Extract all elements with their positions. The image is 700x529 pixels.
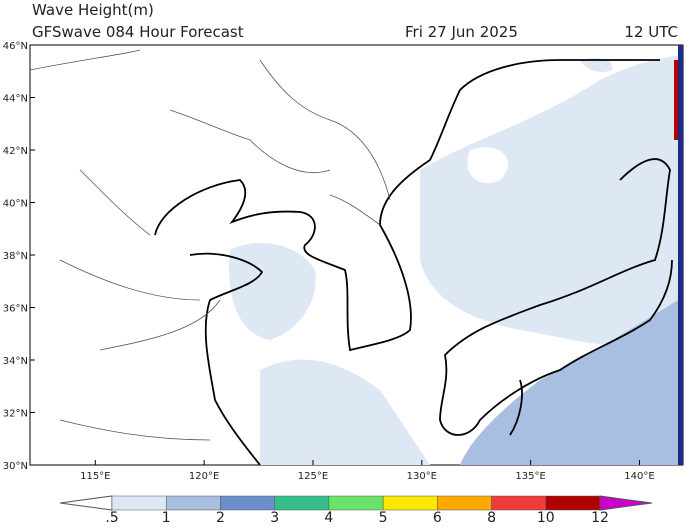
lat-label: 36°N (3, 304, 28, 315)
lon-label: 135°E (515, 471, 545, 482)
lat-label: 42°N (3, 146, 28, 157)
lon-label: 130°E (407, 471, 437, 482)
colorbar-label: 2 (216, 510, 225, 525)
colorbar-arrow (599, 495, 653, 511)
colorbar-swatch (437, 495, 492, 511)
subtitle: GFSwave 084 Hour Forecast (32, 23, 244, 41)
colorbar-label: 8 (487, 510, 496, 525)
lon-label: 125°E (298, 471, 328, 482)
colorbar-swatch (491, 495, 547, 511)
calm-area (467, 147, 509, 184)
edge-band (674, 60, 678, 140)
colorbar-swatch (220, 495, 275, 511)
title: Wave Height(m) (32, 1, 154, 19)
colorbar-label: 6 (433, 510, 442, 525)
lat-label: 44°N (3, 94, 28, 105)
colorbar-label: 4 (324, 510, 333, 525)
colorbar-swatch (165, 495, 221, 511)
lon-label: 140°E (624, 471, 654, 482)
colorbar-label: 1 (162, 510, 171, 525)
wave-area (420, 55, 678, 346)
lat-label: 38°N (3, 251, 28, 262)
lon-label: 120°E (189, 471, 219, 482)
map (29, 44, 684, 466)
lat-label: 40°N (3, 199, 28, 210)
colorbar-label: .5 (105, 510, 118, 525)
wave-area (260, 359, 430, 465)
wave-area (460, 300, 678, 465)
lat-label: 46°N (3, 41, 28, 52)
edge-band (678, 45, 683, 465)
colorbar-label: 5 (379, 510, 388, 525)
wave-area (229, 242, 316, 340)
time: 12 UTC (624, 23, 678, 41)
colorbar-swatch (382, 495, 438, 511)
colorbar-swatch (328, 495, 384, 511)
colorbar-arrow (59, 495, 113, 511)
colorbar-label: 3 (270, 510, 279, 525)
date: Fri 27 Jun 2025 (405, 23, 518, 41)
colorbar-swatch (274, 495, 330, 511)
colorbar-label: 10 (537, 510, 555, 525)
lon-label: 115°E (80, 471, 110, 482)
colorbar-label: 12 (591, 510, 609, 525)
colorbar-swatch (111, 495, 167, 511)
lat-label: 34°N (3, 356, 28, 367)
lat-label: 32°N (3, 409, 28, 420)
colorbar-swatch (545, 495, 601, 511)
lat-label: 30°N (3, 461, 28, 472)
wave-area (580, 58, 613, 72)
